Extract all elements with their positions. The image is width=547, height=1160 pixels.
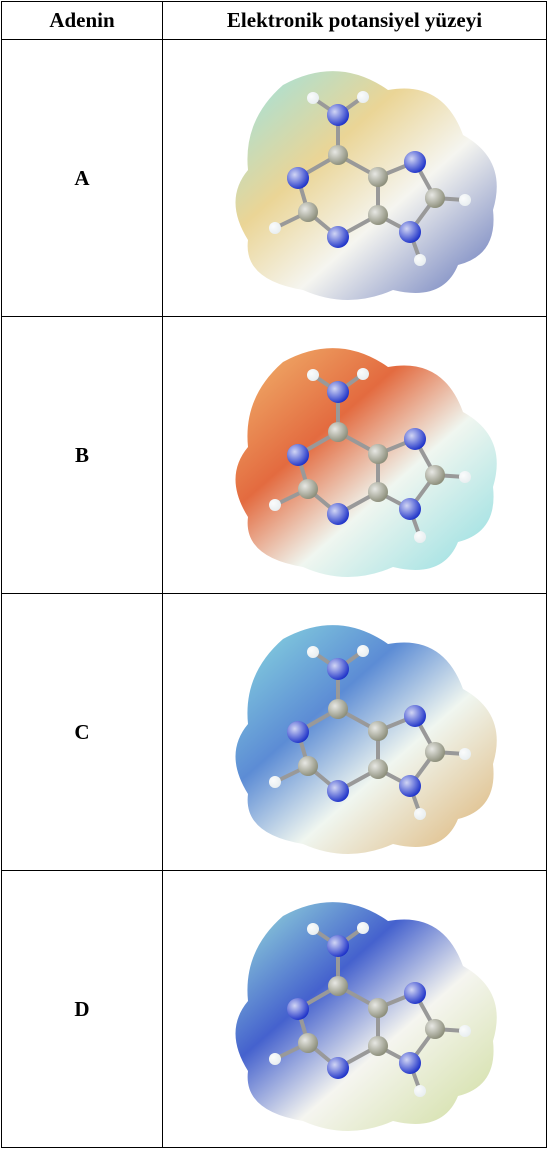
row: A bbox=[2, 40, 547, 317]
table: Adenin Elektronik potansiyel yüzeyi A B … bbox=[1, 1, 547, 1148]
molecule-cell bbox=[163, 317, 547, 594]
header-row: Adenin Elektronik potansiyel yüzeyi bbox=[2, 2, 547, 40]
molecule-image bbox=[163, 594, 546, 870]
header-cell: Elektronik potansiyel yüzeyi bbox=[163, 2, 547, 40]
molecule-cell bbox=[163, 871, 547, 1148]
molecule-image bbox=[163, 317, 546, 593]
molecule-cell bbox=[163, 594, 547, 871]
row-label: C bbox=[2, 594, 163, 871]
row: D bbox=[2, 871, 547, 1148]
row: C bbox=[2, 594, 547, 871]
row: B bbox=[2, 317, 547, 594]
molecule-cell bbox=[163, 40, 547, 317]
molecule-image bbox=[163, 871, 546, 1147]
molecule-image bbox=[163, 40, 546, 316]
header-cell: Adenin bbox=[2, 2, 163, 40]
page: Adenin Elektronik potansiyel yüzeyi A B … bbox=[0, 0, 547, 1160]
row-label: A bbox=[2, 40, 163, 317]
row-label: B bbox=[2, 317, 163, 594]
row-label: D bbox=[2, 871, 163, 1148]
